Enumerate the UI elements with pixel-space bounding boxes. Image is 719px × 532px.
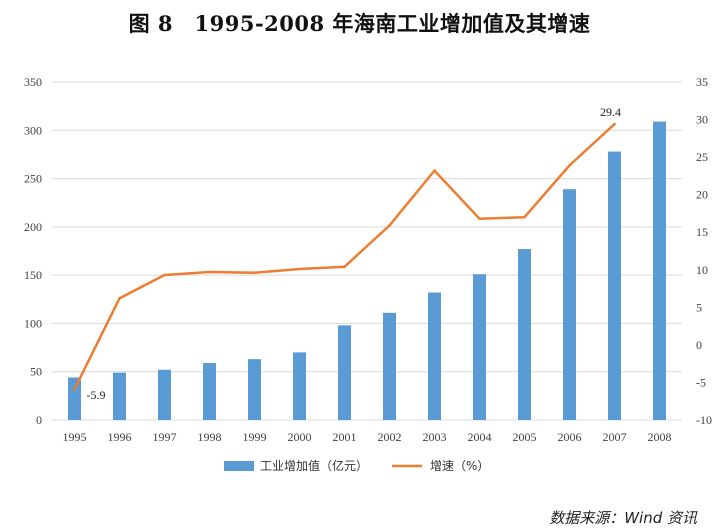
bar-series-industrial-added-value xyxy=(68,121,666,420)
growth-rate-point-2003 xyxy=(433,169,436,172)
x-tick-label: 2005 xyxy=(513,430,537,444)
x-axis: 1995 1996 1997 1998 1999 2000 2001 2002 2003 2004… xyxy=(63,430,672,444)
growth-rate-point-1999 xyxy=(253,271,256,275)
right-y-tick-label: -10 xyxy=(696,413,712,427)
left-y-axis: 0 50 100 150 200 250 300 350 xyxy=(24,75,42,427)
bar-2004 xyxy=(473,274,486,420)
right-y-tick-label: 30 xyxy=(696,113,708,127)
growth-rate-point-2001 xyxy=(343,265,346,269)
bar-2001 xyxy=(338,325,351,420)
left-y-tick-label: 150 xyxy=(24,268,42,282)
right-y-tick-label: 25 xyxy=(696,150,708,164)
left-y-tick-label: 300 xyxy=(24,123,42,137)
bar-1998 xyxy=(203,363,216,420)
growth-rate-point-1996 xyxy=(118,297,121,300)
growth-rate-point-2007 xyxy=(613,122,616,126)
x-tick-label: 2001 xyxy=(333,430,357,444)
bar-2005 xyxy=(518,249,531,420)
gridlines xyxy=(52,81,682,421)
data-labels: -5.9 29.4 xyxy=(87,105,622,402)
legend-swatch-bars xyxy=(224,461,254,471)
growth-rate-point-2000 xyxy=(298,267,301,271)
bar-1999 xyxy=(248,359,261,420)
growth-rate-point-1998 xyxy=(208,270,211,274)
x-tick-label: 2006 xyxy=(558,430,582,444)
x-tick-label: 1995 xyxy=(63,430,87,444)
legend-label-line: 增速（%） xyxy=(430,459,489,473)
right-y-tick-label: 35 xyxy=(696,75,708,89)
legend: 工业增加值（亿元） 增速（%） xyxy=(224,458,489,473)
growth-rate-point-2006 xyxy=(568,164,571,167)
left-y-tick-label: 50 xyxy=(30,365,42,379)
bar-2006 xyxy=(563,189,576,420)
left-y-tick-label: 350 xyxy=(24,75,42,89)
x-tick-label: 1996 xyxy=(108,430,132,444)
bar-2000 xyxy=(293,352,306,420)
right-y-tick-label: 0 xyxy=(696,338,702,352)
bar-1997 xyxy=(158,369,171,420)
growth-rate-point-2004 xyxy=(478,217,481,221)
growth-rate-point-2002 xyxy=(388,224,391,227)
data-label-1995: -5.9 xyxy=(87,388,106,402)
source-note: 数据来源：Wind 资讯 xyxy=(549,509,697,527)
x-tick-label: 1999 xyxy=(243,430,267,444)
bar-1996 xyxy=(113,372,126,420)
line-series-growth-rate xyxy=(73,122,616,391)
bar-2007 xyxy=(608,151,621,420)
legend-label-bars: 工业增加值（亿元） xyxy=(260,458,368,473)
right-y-tick-label: 15 xyxy=(696,225,708,239)
x-tick-label: 1997 xyxy=(153,430,177,444)
bar-2003 xyxy=(428,292,441,420)
left-y-tick-label: 200 xyxy=(24,220,42,234)
right-y-tick-label: 10 xyxy=(696,263,708,277)
right-y-tick-label: -5 xyxy=(696,375,706,389)
x-tick-label: 2007 xyxy=(603,430,627,444)
right-y-tick-label: 5 xyxy=(696,300,702,314)
growth-rate-point-1995 xyxy=(73,387,76,391)
left-y-tick-label: 250 xyxy=(24,172,42,186)
left-y-tick-label: 0 xyxy=(36,413,42,427)
x-tick-label: 2004 xyxy=(468,430,492,444)
x-tick-label: 2003 xyxy=(423,430,447,444)
chart-title: 图 8 1995-2008 年海南工业增加值及其增速 xyxy=(128,11,591,36)
left-y-tick-label: 100 xyxy=(24,316,42,330)
bar-1995 xyxy=(68,377,81,420)
x-tick-label: 1998 xyxy=(198,430,222,444)
x-tick-label: 2000 xyxy=(288,430,312,444)
bar-2002 xyxy=(383,312,396,420)
growth-rate-point-1997 xyxy=(163,273,166,277)
right-y-axis: -10 -5 0 5 10 15 20 25 30 35 xyxy=(696,75,712,427)
right-y-tick-label: 20 xyxy=(696,188,708,202)
x-tick-label: 2008 xyxy=(648,430,672,444)
x-tick-label: 2002 xyxy=(378,430,402,444)
data-label-2007: 29.4 xyxy=(600,105,621,119)
bar-2008 xyxy=(653,121,666,420)
growth-rate-point-2005 xyxy=(523,215,526,219)
